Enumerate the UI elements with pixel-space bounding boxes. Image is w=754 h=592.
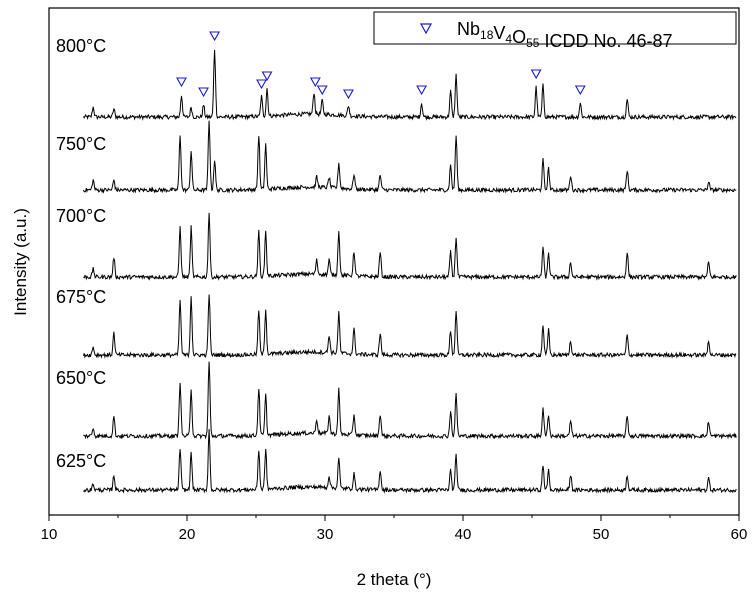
series-line [83, 361, 737, 440]
x-tick-label: 30 [317, 526, 334, 543]
series-label: 625°C [56, 451, 106, 471]
reference-peak-marker [574, 85, 586, 96]
x-tick-label: 60 [731, 526, 748, 543]
legend-box [373, 11, 737, 45]
y-axis-title: Intensity (a.u.) [11, 208, 30, 316]
reference-peak-marker [316, 85, 328, 96]
series-label: 675°C [56, 287, 106, 307]
series-line [83, 212, 737, 281]
legend-marker [419, 23, 433, 35]
reference-peak-marker [176, 77, 187, 88]
x-axis-title: 2 theta (°) [357, 570, 432, 589]
x-tick-label: 10 [41, 526, 58, 543]
reference-peak-marker [343, 89, 354, 100]
reference-peak-marker [416, 85, 428, 96]
series-label: 700°C [56, 206, 106, 226]
x-tick-label: 40 [455, 526, 472, 543]
x-axis: 10 20 30 40 50 60 [41, 515, 748, 543]
reference-peak-marker [209, 31, 221, 42]
series-layer: 800°C 750°C 700°C 675°C 650°C 625°C [56, 36, 737, 494]
series-line [83, 429, 737, 494]
legend: Nb18V4O55 ICDD No. 46-87 [373, 11, 737, 51]
series-line [83, 294, 737, 359]
reference-peak-marker [261, 71, 273, 82]
reference-peak-marker [530, 69, 542, 80]
series-line [83, 49, 737, 121]
x-tick-label: 50 [593, 526, 610, 543]
reference-peak-marker [256, 79, 267, 90]
series-line [83, 120, 737, 194]
series-label: 750°C [56, 134, 106, 154]
reference-peak-marker [309, 77, 321, 88]
series-label: 650°C [56, 368, 106, 388]
x-tick-label: 20 [179, 526, 196, 543]
reference-peak-marker [198, 87, 210, 98]
series-label: 800°C [56, 36, 106, 56]
reference-peak-markers [176, 31, 586, 100]
legend-label: Nb18V4O55 ICDD No. 46-87 [457, 19, 673, 51]
